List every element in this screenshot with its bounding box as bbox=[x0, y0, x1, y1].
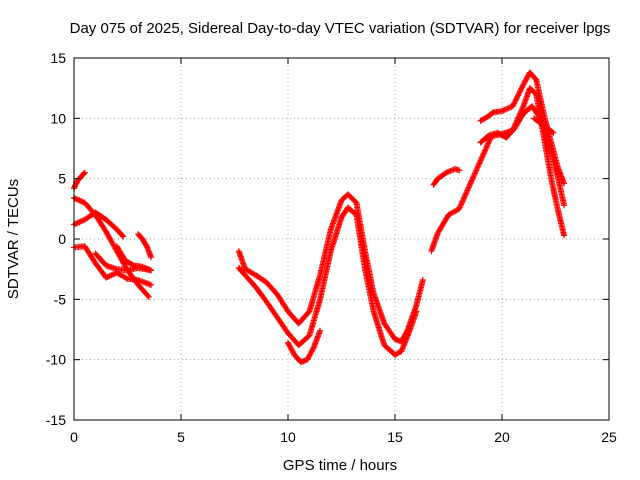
y-tick-label: 5 bbox=[58, 171, 66, 187]
series-segment-mid-3 bbox=[285, 329, 323, 366]
series-segment-early-4 bbox=[71, 243, 153, 288]
data-point-marker bbox=[500, 107, 507, 114]
data-point-marker bbox=[419, 277, 426, 284]
data-point-marker bbox=[504, 105, 511, 112]
data-point-marker bbox=[119, 232, 126, 239]
data-point-marker bbox=[499, 108, 505, 115]
data-point-marker bbox=[79, 198, 86, 205]
series-segment-early-3 bbox=[71, 209, 126, 239]
data-point-marker bbox=[72, 195, 79, 202]
data-point-marker bbox=[145, 293, 152, 300]
data-point-marker bbox=[77, 197, 84, 204]
data-point-marker bbox=[352, 198, 359, 205]
series-segment-late-5 bbox=[531, 115, 556, 136]
data-point-marker bbox=[148, 254, 155, 261]
x-tick-label: 0 bbox=[70, 429, 78, 445]
data-point-marker bbox=[549, 129, 556, 136]
data-point-marker bbox=[503, 106, 510, 113]
data-point-marker bbox=[73, 220, 80, 227]
data-point-marker bbox=[511, 99, 518, 106]
data-point-marker bbox=[550, 129, 557, 136]
data-point-marker bbox=[105, 273, 112, 280]
y-tick-label: -10 bbox=[46, 352, 66, 368]
data-point-marker bbox=[108, 272, 115, 279]
data-point-marker bbox=[76, 197, 83, 204]
x-axis-title: GPS time / hours bbox=[283, 457, 397, 474]
data-point-marker bbox=[413, 308, 420, 315]
y-tick-label: 15 bbox=[50, 50, 66, 66]
data-markers bbox=[71, 69, 568, 366]
series-segment-early-6 bbox=[113, 243, 153, 273]
y-tick-label: 10 bbox=[50, 110, 66, 126]
data-point-marker bbox=[561, 232, 568, 239]
data-point-marker bbox=[107, 272, 114, 279]
series-segment-late-2 bbox=[430, 166, 461, 188]
data-point-marker bbox=[516, 89, 523, 96]
data-point-marker bbox=[517, 86, 524, 93]
data-point-marker bbox=[513, 96, 520, 103]
x-axis-ticks: 0 5 10 15 20 25 bbox=[70, 58, 617, 445]
data-point-marker bbox=[519, 84, 526, 91]
y-tick-label: 0 bbox=[58, 231, 66, 247]
y-tick-label: -15 bbox=[46, 412, 66, 428]
data-point-marker bbox=[73, 196, 80, 203]
data-point-marker bbox=[309, 345, 316, 352]
data-point-marker bbox=[77, 218, 84, 225]
grid-lines bbox=[74, 58, 609, 420]
data-point-marker bbox=[129, 261, 136, 268]
x-tick-label: 10 bbox=[280, 429, 296, 445]
data-point-marker bbox=[515, 92, 522, 99]
data-point-marker bbox=[505, 105, 512, 112]
data-point-marker bbox=[148, 281, 155, 288]
data-point-marker bbox=[509, 103, 516, 110]
data-point-marker bbox=[511, 100, 518, 107]
data-point-marker bbox=[507, 104, 514, 111]
x-tick-label: 25 bbox=[601, 429, 617, 445]
series-segment-early-1 bbox=[71, 170, 87, 192]
data-point-marker bbox=[144, 292, 151, 299]
data-point-marker bbox=[513, 95, 520, 102]
data-point-marker bbox=[561, 202, 568, 209]
y-tick-label: -5 bbox=[54, 291, 67, 307]
data-point-marker bbox=[80, 170, 87, 177]
chart-title: Day 075 of 2025, Sidereal Day-to-day VTE… bbox=[70, 20, 611, 37]
data-point-marker bbox=[536, 114, 543, 121]
data-point-marker bbox=[79, 217, 86, 224]
series-segment-early-7 bbox=[135, 231, 154, 259]
data-point-marker bbox=[501, 106, 508, 113]
data-point-marker bbox=[518, 85, 525, 92]
data-point-marker bbox=[76, 219, 83, 226]
data-point-marker bbox=[75, 219, 82, 226]
data-point-marker bbox=[148, 267, 155, 274]
data-point-marker bbox=[81, 169, 88, 176]
data-point-marker bbox=[120, 233, 127, 240]
x-tick-label: 20 bbox=[494, 429, 510, 445]
y-axis-ticks: -15 -10 -5 0 5 10 15 bbox=[46, 50, 609, 428]
data-point-marker bbox=[512, 97, 519, 104]
series-segment-mid-2 bbox=[235, 204, 419, 358]
data-point-marker bbox=[510, 101, 517, 108]
data-point-marker bbox=[519, 82, 526, 89]
data-point-marker bbox=[103, 274, 110, 281]
data-point-marker bbox=[104, 274, 111, 281]
data-point-marker bbox=[123, 275, 130, 282]
x-tick-label: 5 bbox=[177, 429, 185, 445]
data-point-marker bbox=[514, 93, 521, 100]
data-point-marker bbox=[75, 196, 82, 203]
data-point-marker bbox=[515, 91, 522, 98]
y-axis-title: SDTVAR / TECUs bbox=[5, 179, 22, 299]
data-point-marker bbox=[517, 88, 524, 95]
data-point-marker bbox=[317, 327, 324, 334]
x-tick-label: 15 bbox=[387, 429, 403, 445]
data-point-marker bbox=[456, 167, 463, 174]
data-point-marker bbox=[109, 271, 116, 278]
data-point-marker bbox=[72, 220, 79, 227]
series-segment-mid-1 bbox=[235, 191, 426, 345]
